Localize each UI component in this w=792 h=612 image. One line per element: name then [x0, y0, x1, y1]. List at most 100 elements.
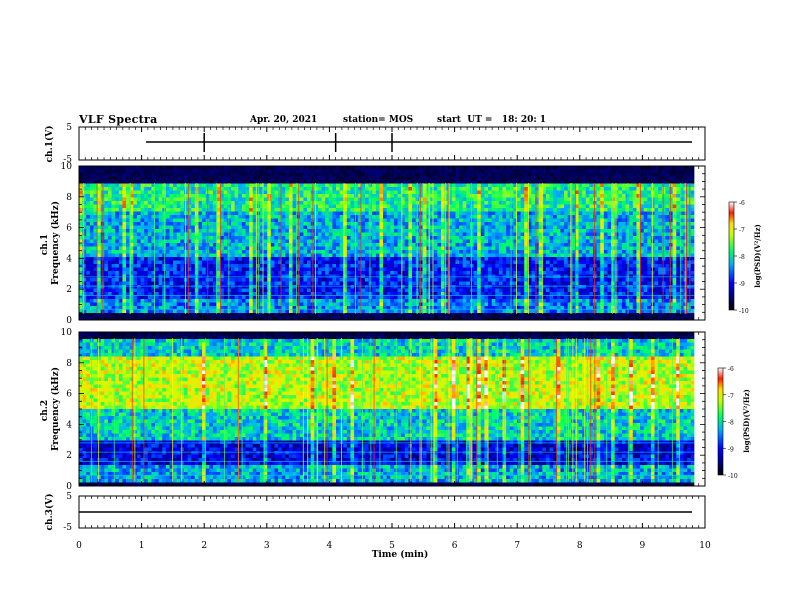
spectrogram-cell — [155, 260, 160, 265]
spectrogram-cell — [238, 229, 243, 233]
spectrogram-cell — [165, 204, 170, 209]
spectrogram-cell — [155, 236, 160, 240]
spectrogram-cell — [440, 253, 445, 258]
spectrogram-cell — [451, 204, 456, 209]
spectrogram-cell — [173, 271, 178, 275]
spectrogram-cell — [281, 239, 286, 244]
spectrogram-cell — [466, 239, 471, 244]
spectrogram-cell — [393, 197, 398, 202]
spectrogram-cell — [147, 288, 152, 293]
spectrogram-cell — [336, 271, 341, 275]
spectrogram-cell — [151, 232, 156, 237]
spectrogram-cell — [343, 306, 348, 310]
spectrogram-cell — [328, 173, 333, 177]
spectrogram-cell — [176, 250, 181, 254]
spectrogram-cell — [296, 267, 301, 272]
spectrogram-cell — [285, 236, 290, 240]
spectrogram-cell — [339, 302, 344, 307]
spectrogram-cell — [122, 271, 127, 275]
spectrogram-cell — [140, 222, 145, 226]
spectrogram-cell — [133, 285, 138, 289]
spectrogram-cell — [118, 208, 123, 212]
spectrogram-cell — [364, 239, 369, 244]
spectrogram-cell — [375, 306, 380, 310]
spectrogram-cell — [336, 215, 341, 219]
spectrogram-cell — [307, 292, 312, 296]
spectrogram-cell — [231, 243, 236, 247]
spectrogram-cell — [202, 253, 207, 258]
spectrogram-cell — [209, 166, 214, 170]
spectrogram-cell — [158, 281, 163, 286]
spectrogram-cell — [328, 267, 333, 272]
spectrogram-cell — [339, 271, 344, 275]
spectrogram-cell — [220, 222, 225, 226]
spectrogram-cell — [433, 264, 438, 268]
spectrogram-cell — [292, 169, 297, 174]
spectrogram-cell — [444, 316, 449, 321]
spectrogram-cell — [129, 288, 134, 293]
spectrogram-cell — [151, 292, 156, 296]
spectrogram-cell — [79, 239, 84, 244]
spectrogram-cell — [393, 225, 398, 230]
spectrogram-cell — [245, 229, 250, 233]
spectrogram-cell — [459, 180, 464, 184]
spectrogram-cell — [187, 260, 192, 265]
spectrogram-cell — [317, 201, 322, 205]
spectrogram-cell — [317, 302, 322, 307]
spectrogram-cell — [129, 176, 134, 181]
spectrogram-cell — [133, 194, 138, 198]
spectrogram-cell — [408, 232, 413, 237]
spectrogram-cell — [89, 271, 94, 275]
spectrogram-cell — [97, 197, 102, 202]
spectrogram-cell — [422, 232, 427, 237]
spectrogram-cell — [379, 260, 384, 265]
spectrogram-cell — [107, 281, 112, 286]
spectrogram-cell — [448, 288, 453, 293]
spectrogram-cell — [223, 288, 228, 293]
spectrogram-cell — [147, 246, 152, 251]
spectrogram-cell — [118, 295, 123, 300]
spectrogram-cell — [451, 246, 456, 251]
spectrogram-cell — [422, 187, 427, 191]
spectrogram-cell — [430, 257, 435, 261]
spectrogram-cell — [444, 197, 449, 202]
spectrogram-cell — [220, 197, 225, 202]
spectrogram-cell — [444, 232, 449, 237]
spectrogram-cell — [216, 208, 221, 212]
spectrogram-cell — [346, 232, 351, 237]
spectrogram-cell — [122, 187, 127, 191]
spectrogram-cell — [263, 281, 268, 286]
spectrogram-cell — [412, 267, 417, 272]
spectrogram-cell — [440, 278, 445, 282]
spectrogram-cell — [404, 281, 409, 286]
spectrogram-cell — [321, 281, 326, 286]
spectrogram-cell — [191, 187, 196, 191]
spectrogram-cell — [469, 166, 474, 170]
spectrogram-cell — [202, 271, 207, 275]
spectrogram-cell — [97, 306, 102, 310]
spectrogram-cell — [140, 274, 145, 279]
spectrogram-cell — [173, 180, 178, 184]
spectrogram-cell — [173, 166, 178, 170]
spectrogram-cell — [299, 201, 304, 205]
spectrogram-cell — [303, 215, 308, 219]
spectrogram-cell — [93, 176, 98, 181]
spectrogram-cell — [393, 211, 398, 216]
spectrogram-cell — [343, 271, 348, 275]
spectrogram-cell — [437, 201, 442, 205]
spectrogram-cell — [364, 211, 369, 216]
spectrogram-cell — [459, 204, 464, 209]
spectrogram-cell — [390, 250, 395, 254]
spectrogram-cell — [111, 236, 116, 240]
spectrogram-cell — [314, 239, 319, 244]
spectrogram-cell — [462, 190, 467, 195]
spectrogram-cell — [147, 218, 152, 223]
spectrogram-cell — [433, 246, 438, 251]
spectrogram-cell — [455, 278, 460, 282]
spectrogram-cell — [115, 309, 120, 314]
spectrogram-cell — [129, 197, 134, 202]
spectrogram-cell — [147, 204, 152, 209]
spectrogram-cell — [169, 204, 174, 209]
spectrogram-cell — [415, 176, 420, 181]
spectrogram-cell — [191, 246, 196, 251]
